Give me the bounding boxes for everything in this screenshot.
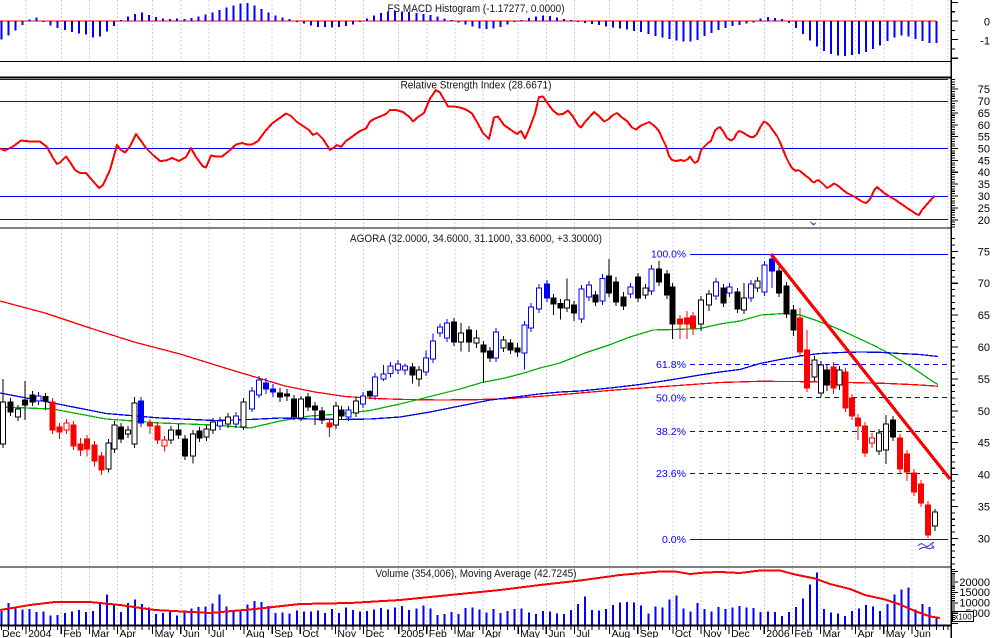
svg-text:50.0%: 50.0%	[656, 393, 686, 405]
svg-text:Jul: Jul	[576, 628, 589, 638]
svg-text:Sep: Sep	[640, 628, 659, 638]
svg-text:x100: x100	[954, 613, 972, 622]
svg-text:61.8%: 61.8%	[656, 359, 686, 371]
svg-text:35: 35	[978, 179, 990, 191]
svg-text:May: May	[520, 628, 541, 638]
svg-text:65: 65	[978, 108, 990, 120]
svg-text:Mar: Mar	[823, 628, 842, 638]
svg-text:2005: 2005	[401, 628, 425, 638]
svg-text:70: 70	[978, 96, 990, 108]
svg-text:Dec: Dec	[2, 628, 21, 638]
svg-text:FS MACD Histogram (-1.17277, 0: FS MACD Histogram (-1.17277, 0.0000)	[388, 3, 565, 15]
svg-text:May: May	[155, 628, 176, 638]
svg-text:Apr: Apr	[858, 628, 875, 638]
svg-text:Oct: Oct	[675, 628, 691, 638]
svg-text:Aug: Aug	[246, 628, 265, 638]
svg-text:60: 60	[978, 120, 990, 132]
svg-text:Sep: Sep	[274, 628, 293, 638]
svg-text:25: 25	[978, 203, 990, 215]
svg-text:65: 65	[978, 310, 990, 322]
svg-text:Jun: Jun	[183, 628, 200, 638]
svg-text:50: 50	[978, 406, 990, 418]
svg-text:Volume (354,006), Moving Avera: Volume (354,006), Moving Average (42.724…	[376, 568, 577, 580]
svg-text:75: 75	[978, 246, 990, 258]
svg-text:45: 45	[978, 438, 990, 450]
svg-text:Aug: Aug	[612, 628, 631, 638]
svg-text:50: 50	[978, 144, 990, 156]
svg-text:Mar: Mar	[457, 628, 476, 638]
svg-text:0: 0	[984, 17, 990, 29]
svg-text:55: 55	[978, 374, 990, 386]
svg-text:Dec: Dec	[731, 628, 750, 638]
svg-text:38.2%: 38.2%	[656, 426, 686, 438]
svg-text:40: 40	[978, 167, 990, 179]
svg-text:Oct: Oct	[302, 628, 318, 638]
svg-text:2006: 2006	[766, 628, 790, 638]
svg-text:Nov: Nov	[703, 628, 722, 638]
svg-text:-1: -1	[980, 36, 990, 48]
svg-text:Apr: Apr	[485, 628, 502, 638]
svg-text:30: 30	[978, 191, 990, 203]
svg-text:20: 20	[978, 215, 990, 227]
svg-text:35: 35	[978, 501, 990, 513]
svg-text:2004: 2004	[28, 628, 52, 638]
svg-text:75: 75	[978, 84, 990, 96]
svg-text:30: 30	[978, 533, 990, 545]
svg-text:10000: 10000	[959, 598, 990, 610]
svg-text:May: May	[886, 628, 907, 638]
svg-text:100.0%: 100.0%	[651, 249, 686, 261]
svg-text:55: 55	[978, 132, 990, 144]
svg-text:0.0%: 0.0%	[662, 534, 686, 546]
svg-text:70: 70	[978, 278, 990, 290]
svg-text:Jun: Jun	[548, 628, 565, 638]
svg-text:Mar: Mar	[91, 628, 110, 638]
svg-text:Feb: Feb	[429, 628, 447, 638]
svg-text:20000: 20000	[959, 577, 990, 589]
svg-text:Nov: Nov	[337, 628, 356, 638]
svg-text:Relative Strength Index (28.66: Relative Strength Index (28.6671)	[401, 80, 552, 92]
svg-text:Feb: Feb	[63, 628, 81, 638]
svg-text:Jul: Jul	[211, 628, 224, 638]
svg-text:Jun: Jun	[914, 628, 931, 638]
svg-text:Feb: Feb	[794, 628, 812, 638]
svg-text:60: 60	[978, 342, 990, 354]
svg-text:Apr: Apr	[120, 628, 137, 638]
svg-text:15000: 15000	[959, 587, 990, 599]
svg-text:40: 40	[978, 470, 990, 482]
svg-text:Dec: Dec	[366, 628, 385, 638]
svg-text:45: 45	[978, 155, 990, 167]
svg-text:23.6%: 23.6%	[656, 468, 686, 480]
svg-text:AGORA (32.0000, 34.6000, 31.10: AGORA (32.0000, 34.6000, 31.1000, 33.600…	[350, 233, 602, 245]
